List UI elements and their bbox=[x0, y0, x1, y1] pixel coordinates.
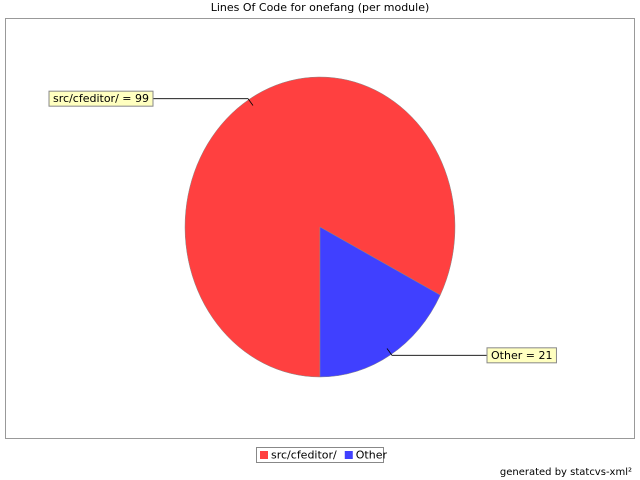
legend-swatch bbox=[344, 451, 353, 459]
leader-line bbox=[153, 98, 254, 106]
data-label: src/cfeditor/ = 99 bbox=[53, 92, 149, 105]
pie-slice bbox=[184, 76, 456, 378]
leader-line bbox=[386, 348, 487, 356]
legend-label: src/cfeditor/ bbox=[271, 449, 337, 462]
label-box bbox=[486, 347, 557, 364]
legend-swatch bbox=[260, 451, 268, 459]
pie-slice bbox=[319, 226, 441, 378]
label-box bbox=[48, 90, 154, 107]
legend-label: Other bbox=[356, 449, 388, 462]
footer: generated by statcvs-xml² bbox=[500, 467, 632, 478]
data-label: Other = 21 bbox=[491, 349, 552, 362]
chart-title: Lines Of Code for onefang (per module) bbox=[211, 1, 430, 14]
